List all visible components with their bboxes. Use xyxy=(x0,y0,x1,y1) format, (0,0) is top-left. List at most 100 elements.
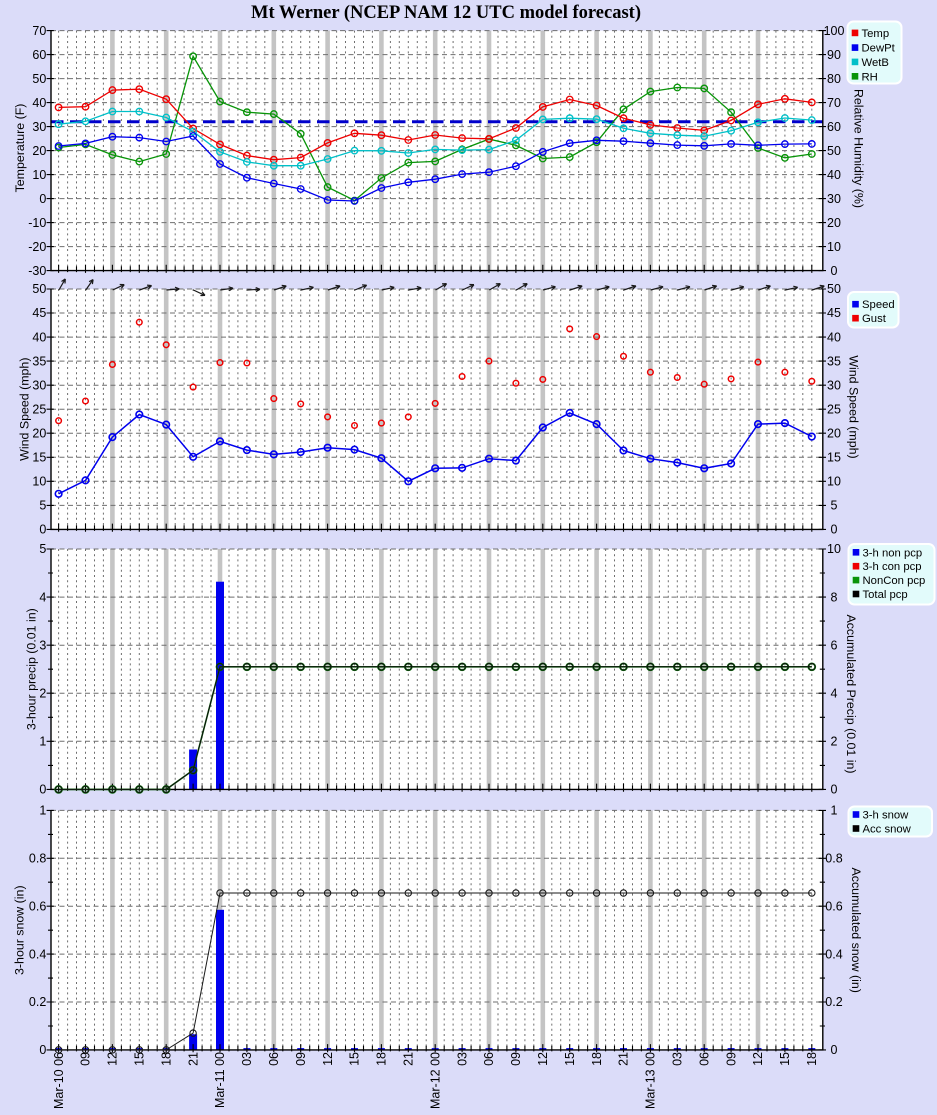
svg-text:10: 10 xyxy=(32,168,46,182)
svg-text:Wind Speed (mph): Wind Speed (mph) xyxy=(847,355,861,458)
svg-text:0.6: 0.6 xyxy=(825,899,842,913)
svg-text:0: 0 xyxy=(831,264,838,278)
svg-text:20: 20 xyxy=(32,144,46,158)
svg-text:09: 09 xyxy=(509,1052,523,1066)
svg-text:10: 10 xyxy=(827,240,841,254)
svg-text:80: 80 xyxy=(827,72,841,86)
svg-text:35: 35 xyxy=(32,354,46,368)
svg-text:18: 18 xyxy=(375,1052,389,1066)
svg-text:0.4: 0.4 xyxy=(29,947,46,961)
svg-text:Acc snow: Acc snow xyxy=(863,824,912,836)
svg-text:0.6: 0.6 xyxy=(29,899,46,913)
svg-text:15: 15 xyxy=(563,1052,577,1066)
svg-text:0.2: 0.2 xyxy=(29,995,46,1009)
svg-text:Accumulated Precip (0.01 in): Accumulated Precip (0.01 in) xyxy=(844,614,858,773)
svg-text:0: 0 xyxy=(39,523,46,537)
svg-text:5: 5 xyxy=(39,499,46,513)
svg-text:Mar-11 00: Mar-11 00 xyxy=(213,1052,227,1108)
svg-text:2: 2 xyxy=(39,686,46,700)
svg-text:3-hour precip (0.01 in): 3-hour precip (0.01 in) xyxy=(24,608,38,730)
svg-text:60: 60 xyxy=(32,48,46,62)
svg-text:03: 03 xyxy=(240,1052,254,1066)
svg-text:30: 30 xyxy=(32,120,46,134)
svg-text:Temp: Temp xyxy=(862,28,890,40)
svg-text:Wind Speed (mph): Wind Speed (mph) xyxy=(18,358,32,461)
svg-text:09: 09 xyxy=(79,1052,93,1066)
svg-text:Relative Humidity (%): Relative Humidity (%) xyxy=(852,89,866,208)
svg-text:15: 15 xyxy=(827,451,841,465)
svg-text:6: 6 xyxy=(831,638,838,652)
svg-text:18: 18 xyxy=(590,1052,604,1066)
svg-text:25: 25 xyxy=(32,402,46,416)
svg-text:0: 0 xyxy=(831,1043,838,1057)
svg-text:0: 0 xyxy=(831,783,838,797)
svg-text:70: 70 xyxy=(827,96,841,110)
svg-text:30: 30 xyxy=(827,378,841,392)
svg-text:21: 21 xyxy=(617,1052,631,1066)
svg-text:06: 06 xyxy=(267,1052,281,1066)
svg-text:18: 18 xyxy=(805,1052,819,1066)
svg-text:12: 12 xyxy=(106,1052,120,1066)
svg-text:Mar-10 06: Mar-10 06 xyxy=(52,1052,66,1109)
svg-text:3-h con pcp: 3-h con pcp xyxy=(863,561,922,573)
svg-text:0: 0 xyxy=(831,523,838,537)
svg-text:3-h snow: 3-h snow xyxy=(863,810,910,822)
svg-text:5: 5 xyxy=(39,542,46,556)
svg-text:30: 30 xyxy=(32,378,46,392)
svg-text:0.8: 0.8 xyxy=(825,852,842,866)
svg-text:20: 20 xyxy=(827,426,841,440)
svg-text:5: 5 xyxy=(831,499,838,513)
svg-text:06: 06 xyxy=(482,1052,496,1066)
svg-text:35: 35 xyxy=(827,354,841,368)
svg-text:-30: -30 xyxy=(28,264,46,278)
svg-text:Gust: Gust xyxy=(862,313,887,325)
svg-text:10: 10 xyxy=(827,475,841,489)
svg-text:20: 20 xyxy=(32,426,46,440)
svg-text:15: 15 xyxy=(778,1052,792,1066)
svg-text:45: 45 xyxy=(827,306,841,320)
svg-text:12: 12 xyxy=(536,1052,550,1066)
svg-text:0: 0 xyxy=(39,1043,46,1057)
svg-text:60: 60 xyxy=(827,120,841,134)
svg-text:0: 0 xyxy=(39,192,46,206)
svg-text:21: 21 xyxy=(186,1052,200,1066)
svg-text:09: 09 xyxy=(294,1052,308,1066)
svg-text:30: 30 xyxy=(827,192,841,206)
svg-text:1: 1 xyxy=(39,735,46,749)
svg-text:Mt Werner (NCEP NAM 12 UTC mod: Mt Werner (NCEP NAM 12 UTC model forecas… xyxy=(251,3,641,23)
svg-text:1: 1 xyxy=(39,804,46,818)
svg-text:09: 09 xyxy=(724,1052,738,1066)
svg-text:RH: RH xyxy=(862,71,878,83)
svg-text:4: 4 xyxy=(831,686,838,700)
svg-text:50: 50 xyxy=(827,282,841,296)
svg-text:-10: -10 xyxy=(28,216,46,230)
svg-text:100: 100 xyxy=(824,24,845,38)
svg-text:3-h non pcp: 3-h non pcp xyxy=(863,547,923,559)
svg-text:0.4: 0.4 xyxy=(825,947,842,961)
svg-text:15: 15 xyxy=(348,1052,362,1066)
svg-text:50: 50 xyxy=(32,72,46,86)
svg-text:06: 06 xyxy=(697,1052,711,1066)
svg-text:50: 50 xyxy=(827,144,841,158)
svg-text:40: 40 xyxy=(827,330,841,344)
svg-text:Mar-12 00: Mar-12 00 xyxy=(428,1052,442,1109)
svg-text:8: 8 xyxy=(831,590,838,604)
svg-text:03: 03 xyxy=(671,1052,685,1066)
svg-text:25: 25 xyxy=(827,402,841,416)
svg-text:0.8: 0.8 xyxy=(29,852,46,866)
svg-text:Accumulated snow (in): Accumulated snow (in) xyxy=(849,868,863,993)
svg-text:70: 70 xyxy=(32,24,46,38)
svg-text:18: 18 xyxy=(159,1052,173,1066)
svg-text:1: 1 xyxy=(831,804,838,818)
svg-text:15: 15 xyxy=(32,451,46,465)
svg-text:10: 10 xyxy=(32,475,46,489)
svg-text:Speed: Speed xyxy=(862,299,895,311)
svg-text:90: 90 xyxy=(827,48,841,62)
svg-text:DewPt: DewPt xyxy=(862,43,896,55)
svg-text:40: 40 xyxy=(827,168,841,182)
svg-text:0: 0 xyxy=(39,783,46,797)
svg-text:10: 10 xyxy=(827,542,841,556)
svg-text:3-hour snow (in): 3-hour snow (in) xyxy=(12,885,26,975)
svg-text:4: 4 xyxy=(39,590,46,604)
svg-text:45: 45 xyxy=(32,306,46,320)
